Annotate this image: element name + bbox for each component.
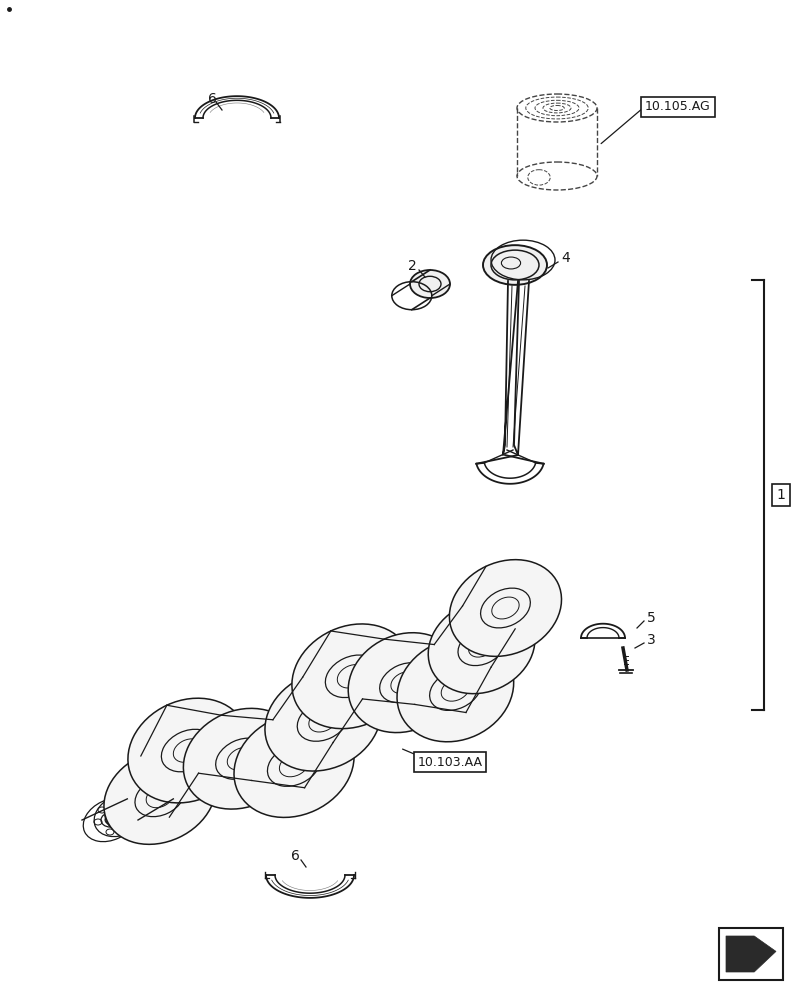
Ellipse shape: [410, 270, 450, 298]
Ellipse shape: [292, 624, 412, 729]
Text: 10.103.AA: 10.103.AA: [418, 756, 482, 768]
Polygon shape: [727, 940, 775, 970]
Ellipse shape: [265, 670, 381, 771]
Ellipse shape: [397, 638, 514, 742]
Text: 10.105.AG: 10.105.AG: [645, 101, 711, 113]
Text: 5: 5: [646, 611, 655, 625]
Ellipse shape: [104, 749, 216, 844]
Text: 6: 6: [208, 92, 217, 106]
Ellipse shape: [483, 245, 547, 285]
Ellipse shape: [128, 698, 248, 803]
Text: 2: 2: [407, 259, 416, 273]
Ellipse shape: [449, 560, 562, 656]
Ellipse shape: [183, 708, 300, 809]
Text: 3: 3: [646, 633, 655, 647]
Ellipse shape: [234, 713, 354, 817]
Bar: [719, 928, 783, 980]
Text: 1: 1: [776, 488, 785, 502]
Polygon shape: [726, 936, 776, 972]
Text: 4: 4: [562, 251, 570, 265]
Ellipse shape: [428, 600, 535, 694]
Ellipse shape: [348, 633, 461, 733]
Text: 6: 6: [291, 849, 300, 863]
